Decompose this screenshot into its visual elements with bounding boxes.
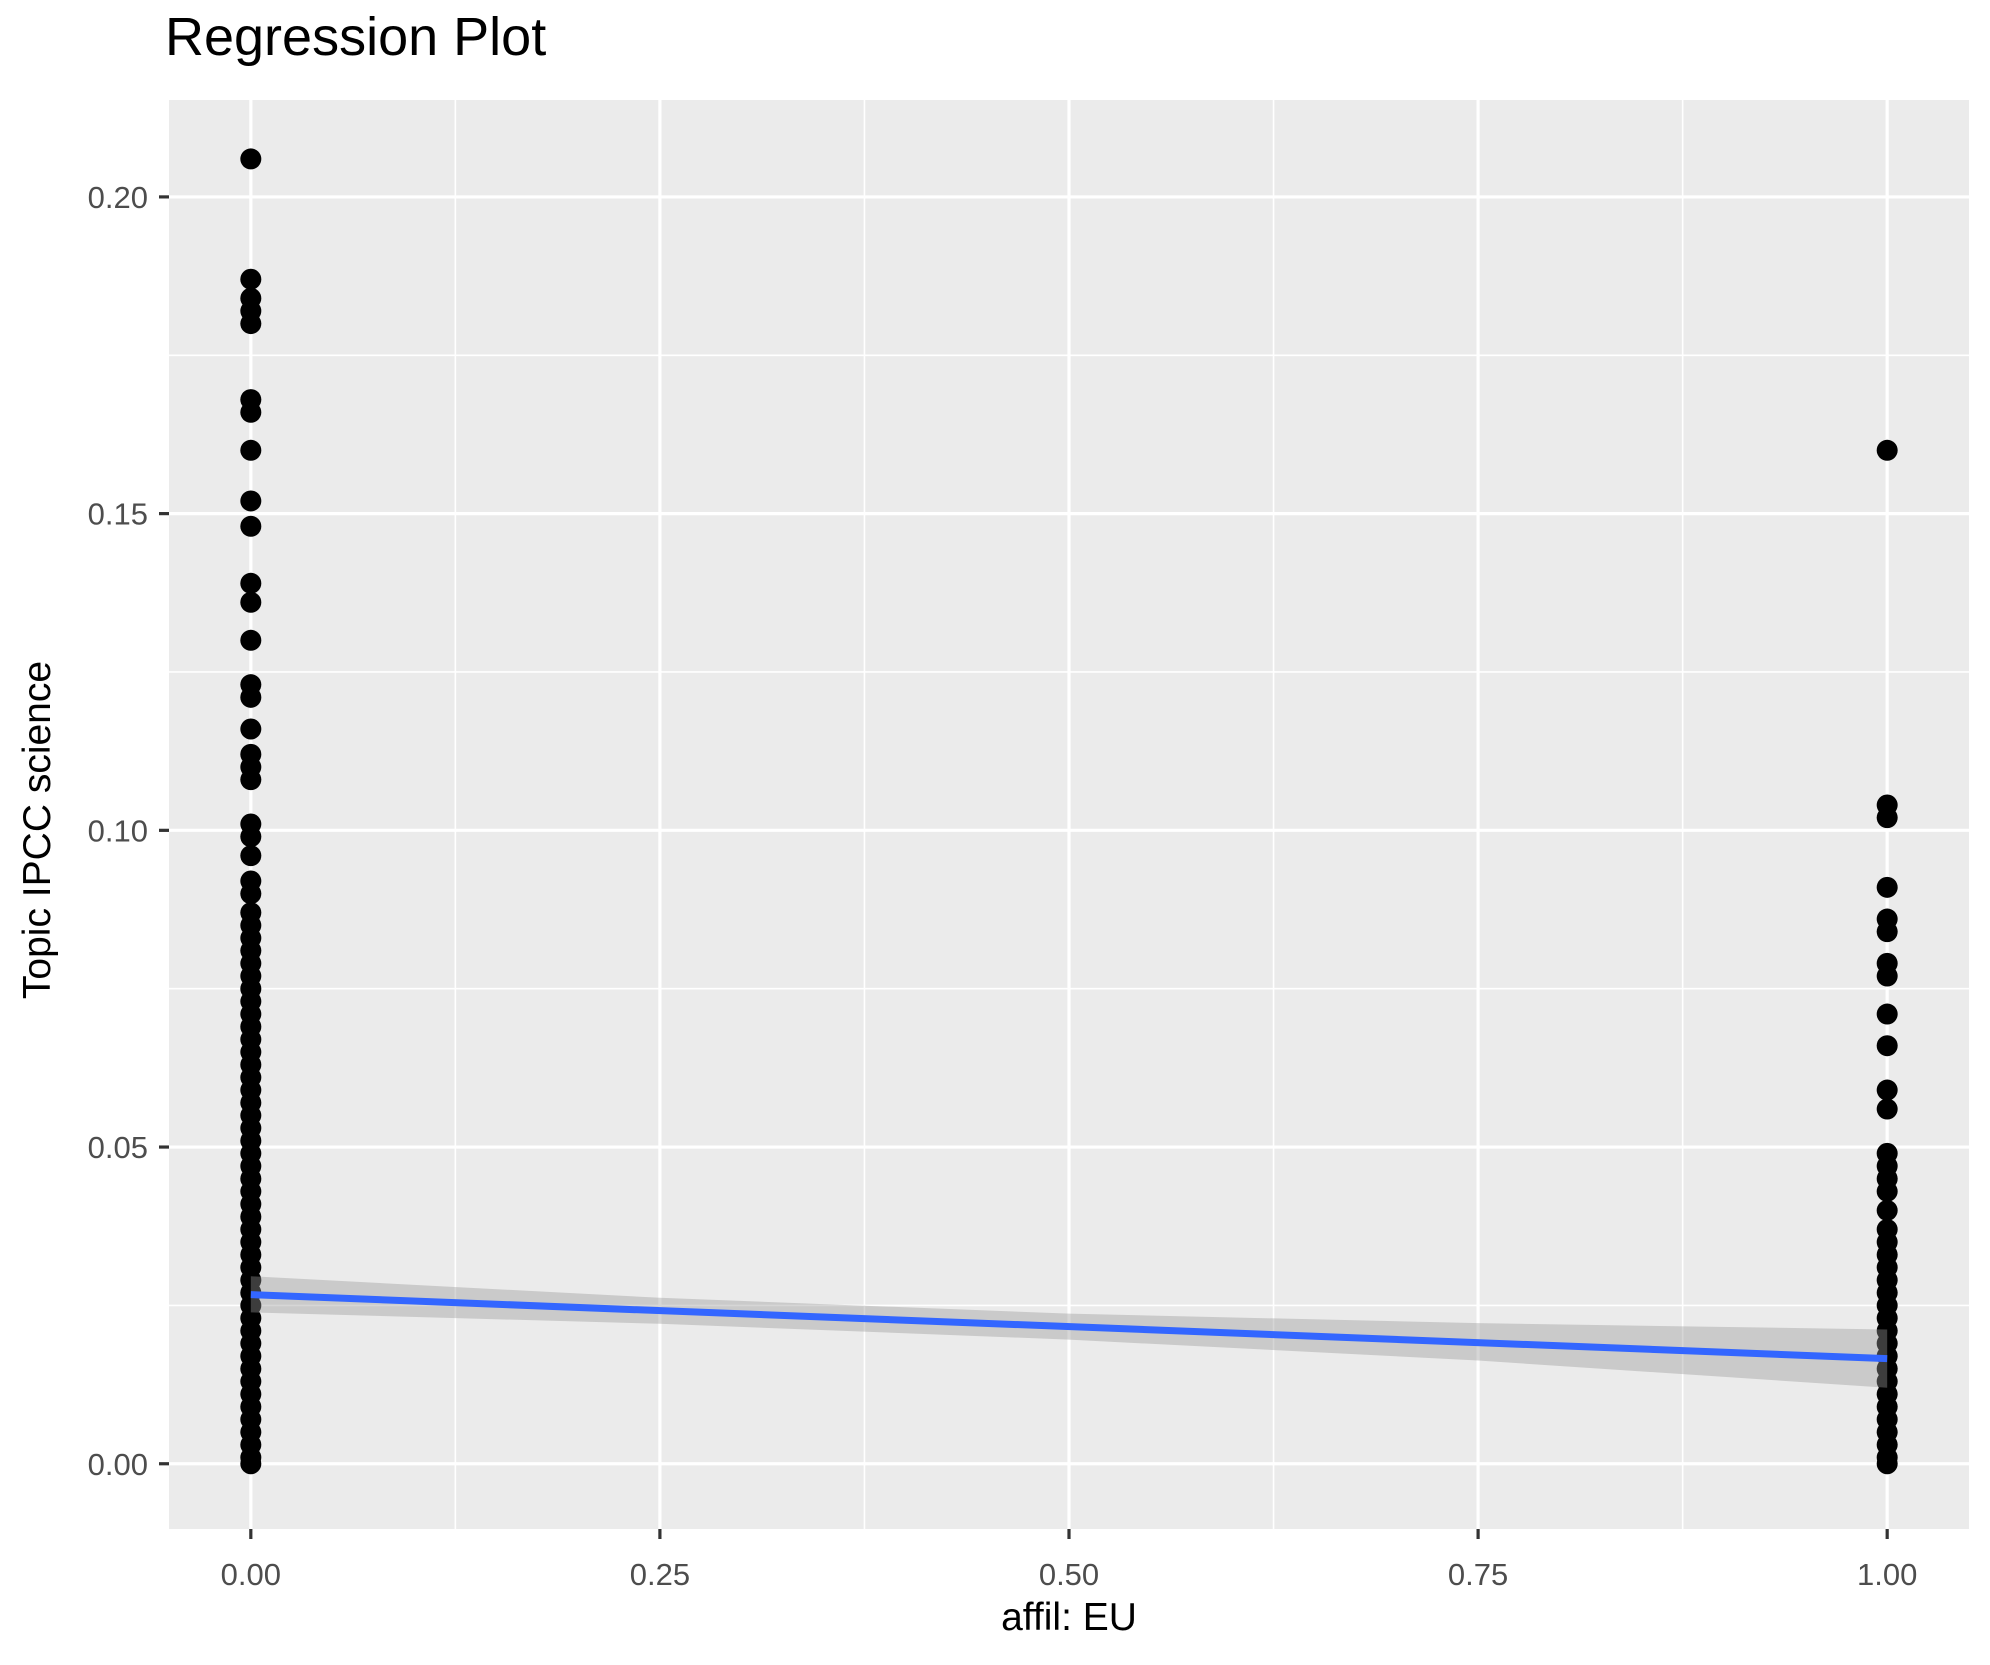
x-axis-title: affil: EU [1001,1596,1137,1639]
x-tick-labels: 0.00 0.25 0.50 0.75 1.00 [221,1557,1918,1592]
y-axis-title: Topic IPCC science [16,660,59,1000]
scatter-points-x1 [1876,439,1898,1475]
x-tick-label: 0.50 [1039,1557,1099,1592]
y-tick-label: 0.20 [88,180,148,215]
y-tick-label: 0.00 [88,1447,148,1482]
y-tick-label: 0.10 [88,813,148,848]
major-gridlines [169,100,1969,1529]
axis-ticks [159,195,1889,1539]
regression-line [250,1291,1888,1363]
confidence-band [250,1276,1888,1388]
y-tick-labels: 0.00 0.05 0.10 0.15 0.20 [88,180,148,1482]
y-tick-label: 0.05 [88,1130,148,1165]
scatter-points-x0 [240,148,262,1475]
x-tick-label: 0.75 [1448,1557,1508,1592]
x-tick-label: 0.25 [630,1557,690,1592]
y-tick-label: 0.15 [88,497,148,532]
x-tick-label: 0.00 [221,1557,281,1592]
plot-title: Regression Plot [165,7,547,67]
x-tick-label: 1.00 [1857,1557,1917,1592]
